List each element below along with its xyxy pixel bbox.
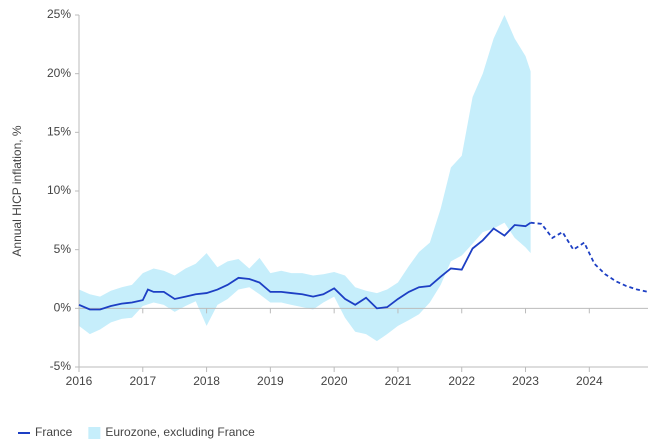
x-tick-label: 2020 xyxy=(321,374,348,388)
legend-label: Eurozone, excluding France xyxy=(105,425,255,439)
range-band xyxy=(79,15,531,342)
legend-label: France xyxy=(35,425,73,439)
y-tick-label: 20% xyxy=(47,66,71,80)
x-tick-label: 2024 xyxy=(576,374,603,388)
x-tick-label: 2023 xyxy=(512,374,539,388)
y-tick-label: 0% xyxy=(54,301,72,315)
x-tick-label: 2016 xyxy=(66,374,93,388)
x-tick-label: 2019 xyxy=(257,374,284,388)
x-tick-label: 2018 xyxy=(193,374,220,388)
legend-swatch xyxy=(88,427,101,439)
y-axis-label: Annual HICP inflation, % xyxy=(10,125,24,257)
y-tick-label: 5% xyxy=(54,242,72,256)
x-tick-label: 2022 xyxy=(448,374,475,388)
y-tick-label: 15% xyxy=(47,125,71,139)
line xyxy=(78,221,532,311)
y-tick-label: 10% xyxy=(47,183,71,197)
x-tick-label: 2017 xyxy=(129,374,156,388)
forecast-line xyxy=(530,221,649,293)
y-tick-label: 25% xyxy=(47,7,71,21)
y-tick-label: -5% xyxy=(50,359,72,373)
x-tick-label: 2021 xyxy=(385,374,412,388)
